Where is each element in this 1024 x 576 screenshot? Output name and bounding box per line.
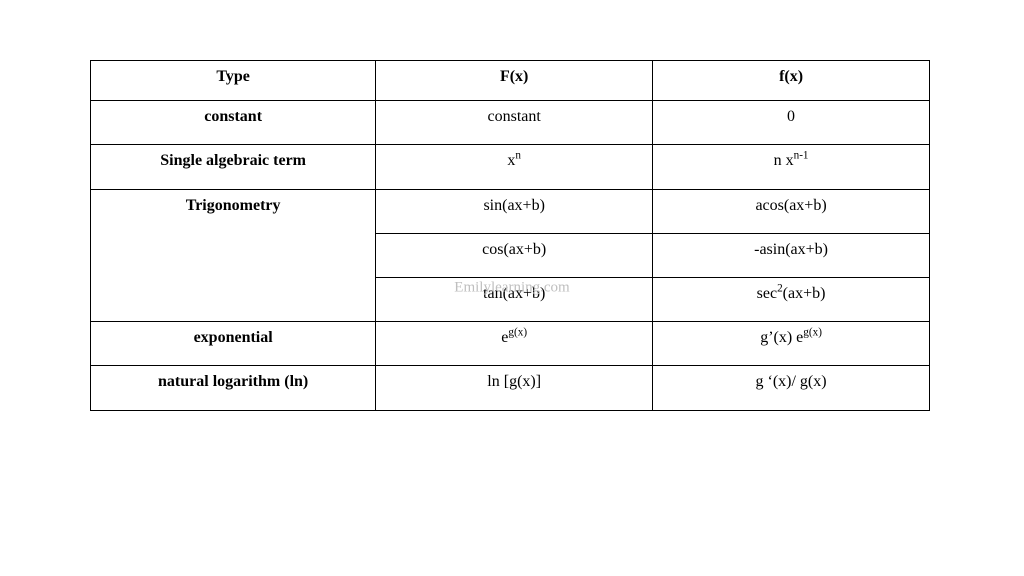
table-header-row: Type F(x) f(x) <box>91 61 930 101</box>
cell-type: Single algebraic term <box>91 145 376 189</box>
cell-fx: 0 <box>653 101 930 145</box>
cell-Fx: xn <box>376 145 653 189</box>
table-row: Trigonometrysin(ax+b)acos(ax+b) <box>91 189 930 233</box>
cell-fx: n xn-1 <box>653 145 930 189</box>
table-row: Single algebraic termxnn xn-1 <box>91 145 930 189</box>
derivatives-table: Type F(x) f(x) constantconstant0Single a… <box>90 60 930 411</box>
cell-type: constant <box>91 101 376 145</box>
cell-fx: acos(ax+b) <box>653 189 930 233</box>
cell-type: exponential <box>91 322 376 366</box>
cell-Fx: tan(ax+b) <box>376 277 653 321</box>
col-header-fx: f(x) <box>653 61 930 101</box>
cell-type: natural logarithm (ln) <box>91 366 376 410</box>
cell-fx: sec2(ax+b) <box>653 277 930 321</box>
table-row: constantconstant0 <box>91 101 930 145</box>
cell-Fx: eg(x) <box>376 322 653 366</box>
cell-Fx: sin(ax+b) <box>376 189 653 233</box>
page-container: Type F(x) f(x) constantconstant0Single a… <box>90 60 930 411</box>
cell-fx: g ‘(x)/ g(x) <box>653 366 930 410</box>
cell-type: Trigonometry <box>91 189 376 322</box>
col-header-type: Type <box>91 61 376 101</box>
col-header-Fx: F(x) <box>376 61 653 101</box>
cell-fx: -asin(ax+b) <box>653 233 930 277</box>
table-body: constantconstant0Single algebraic termxn… <box>91 101 930 410</box>
cell-Fx: cos(ax+b) <box>376 233 653 277</box>
table-row: exponentialeg(x)g’(x) eg(x) <box>91 322 930 366</box>
cell-fx: g’(x) eg(x) <box>653 322 930 366</box>
cell-Fx: ln [g(x)] <box>376 366 653 410</box>
table-row: natural logarithm (ln)ln [g(x)]g ‘(x)/ g… <box>91 366 930 410</box>
cell-Fx: constant <box>376 101 653 145</box>
